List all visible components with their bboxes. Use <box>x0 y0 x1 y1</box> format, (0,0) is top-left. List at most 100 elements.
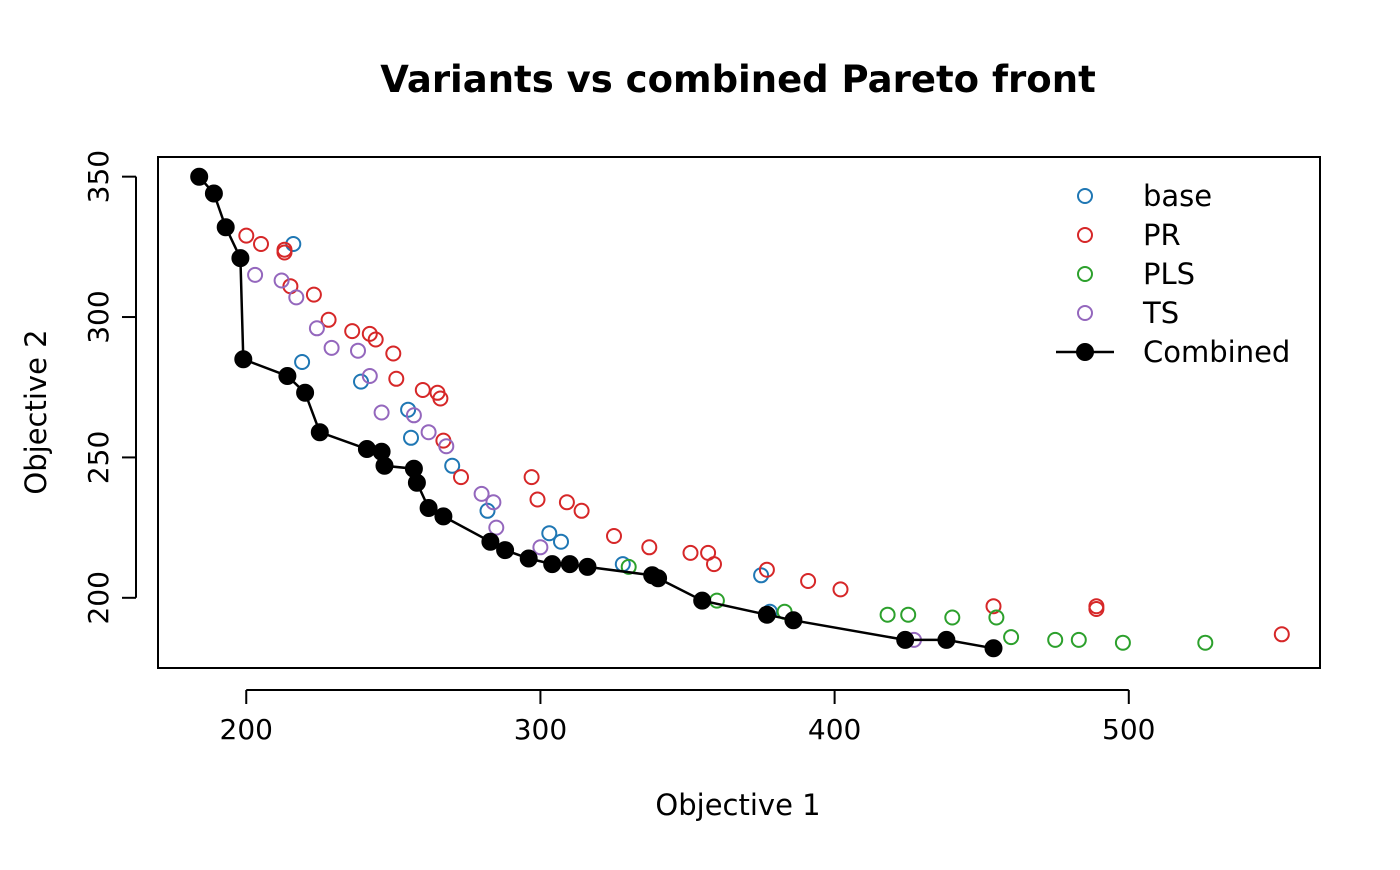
legend-marker-ts <box>1077 305 1093 321</box>
data-point-pr <box>529 491 546 508</box>
legend-item-pls: PLS <box>1077 257 1195 291</box>
y-tick-label: 350 <box>82 150 115 203</box>
y-axis-title: Objective 2 <box>19 329 53 494</box>
data-point-pr <box>388 370 405 387</box>
data-point-ts <box>350 342 366 359</box>
data-point-combined <box>481 532 500 551</box>
data-point-combined <box>407 473 426 492</box>
data-point-combined <box>357 440 376 458</box>
data-point-pls <box>1003 629 1020 646</box>
data-point-pr <box>523 469 540 486</box>
data-point-ts <box>532 539 549 556</box>
data-point-combined <box>560 555 579 574</box>
data-point-combined <box>984 639 1003 658</box>
data-point-pr <box>558 494 575 511</box>
data-point-combined <box>784 611 803 630</box>
data-point-ts <box>473 485 490 502</box>
legend-label-pr: PR <box>1143 218 1181 252</box>
data-layer <box>190 167 1290 658</box>
data-point-pr <box>641 539 658 556</box>
data-point-base <box>285 236 302 252</box>
legend-marker-combined <box>1076 343 1094 361</box>
data-point-combined <box>649 569 668 588</box>
data-point-ts <box>488 519 505 536</box>
series-line-combined <box>198 175 994 650</box>
data-point-combined <box>231 249 250 268</box>
data-point-base <box>553 533 569 550</box>
data-point-pr <box>706 556 722 573</box>
x-tick-label: 300 <box>514 713 567 746</box>
x-axis: 200 300 400 500 <box>220 689 1156 746</box>
data-point-ts <box>405 407 422 424</box>
data-point-ts <box>323 339 340 356</box>
data-point-pls <box>944 609 961 626</box>
y-tick-label: 250 <box>82 431 115 484</box>
data-point-pr <box>367 331 384 348</box>
data-point-pr <box>305 286 322 303</box>
legend-item-ts: TS <box>1077 296 1179 330</box>
data-point-pr <box>453 469 469 486</box>
data-point-pr <box>985 598 1002 615</box>
series-pr <box>238 227 1290 643</box>
data-point-combined <box>190 167 209 186</box>
data-point-pr <box>432 390 449 407</box>
data-point-combined <box>693 591 712 610</box>
data-point-base <box>541 525 558 542</box>
data-point-ts <box>420 424 437 441</box>
data-point-base <box>403 429 419 446</box>
data-point-pr <box>344 323 361 340</box>
y-tick-label: 200 <box>82 571 115 624</box>
y-tick-label: 300 <box>82 290 115 343</box>
data-point-ts <box>438 438 455 455</box>
data-point-pr <box>573 502 590 519</box>
legend-item-combined: Combined <box>1056 335 1290 369</box>
x-tick-label: 400 <box>808 713 861 746</box>
series-combined <box>190 167 1003 658</box>
x-tick-label: 200 <box>220 713 273 746</box>
data-point-ts <box>485 494 502 511</box>
data-point-ts <box>373 404 390 421</box>
data-point-base <box>294 354 311 370</box>
data-point-ts <box>247 266 264 283</box>
legend-marker-pr <box>1077 227 1093 243</box>
y-axis: 200 250 300 350 <box>82 150 137 625</box>
data-point-pr <box>414 382 431 398</box>
data-point-pls <box>1114 634 1131 651</box>
x-axis-title: Objective 1 <box>655 788 820 822</box>
data-point-pls <box>1070 631 1087 648</box>
chart-title: Variants vs combined Pareto front <box>380 58 1096 101</box>
series-pls <box>620 558 1214 651</box>
data-point-pr <box>276 244 293 261</box>
plot-frame <box>157 156 1321 669</box>
data-point-pr <box>1088 601 1105 617</box>
data-point-pls <box>988 609 1005 626</box>
data-point-pr <box>832 581 849 598</box>
data-point-pls <box>879 606 896 623</box>
data-point-pls <box>1197 634 1214 651</box>
legend-label-combined: Combined <box>1143 335 1290 369</box>
legend-marker-pls <box>1077 266 1093 282</box>
data-point-combined <box>296 383 315 402</box>
data-point-pr <box>320 311 337 328</box>
data-point-combined <box>543 555 562 574</box>
data-point-combined <box>310 423 329 442</box>
data-point-combined <box>434 507 453 526</box>
data-point-pr <box>606 528 622 544</box>
data-point-combined <box>204 184 223 203</box>
data-point-pr <box>800 573 817 589</box>
data-point-pr <box>253 236 269 252</box>
data-point-combined <box>278 367 297 385</box>
data-point-combined <box>216 218 235 237</box>
data-point-combined <box>519 549 538 568</box>
data-point-pr <box>238 227 255 244</box>
data-point-pls <box>620 558 637 575</box>
data-point-pls <box>1047 631 1064 648</box>
legend-item-base: base <box>1077 179 1212 213</box>
data-point-ts <box>288 289 305 306</box>
data-point-pr <box>758 561 775 578</box>
data-point-base <box>353 373 369 390</box>
legend: base PR PLS TS Combined <box>1056 179 1290 369</box>
legend-item-pr: PR <box>1077 218 1181 252</box>
